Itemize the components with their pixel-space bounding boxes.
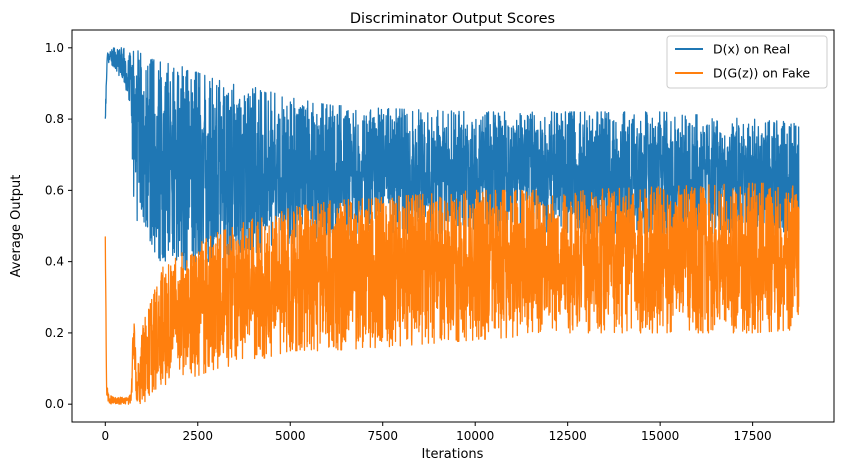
- x-tick-label: 15000: [641, 429, 679, 443]
- y-tick-label: 0.4: [45, 255, 64, 269]
- chart-title: Discriminator Output Scores: [350, 11, 555, 27]
- y-tick-label: 1.0: [45, 41, 64, 55]
- y-axis-label: Average Output: [9, 175, 24, 278]
- x-tick-label: 2500: [182, 429, 213, 443]
- x-tick-label: 12500: [549, 429, 587, 443]
- y-tick-label: 0.6: [45, 183, 64, 197]
- plot-frame: [71, 29, 835, 423]
- series-line-fake: [104, 182, 800, 405]
- series-layer: [104, 47, 800, 405]
- x-tick-label: 5000: [275, 429, 306, 443]
- legend-label-fake: D(G(z)) on Fake: [713, 66, 810, 81]
- x-tick-label: 10000: [456, 429, 494, 443]
- y-axis: 0.0 0.2 0.4 0.6 0.8 1.0: [45, 41, 72, 411]
- x-axis: 0 2500 5000 7500 10000 12500 15000 17500: [101, 422, 772, 443]
- y-tick-label: 0.8: [45, 112, 64, 126]
- legend: D(x) on Real D(G(z)) on Fake: [666, 35, 828, 89]
- x-axis-label: Iterations: [422, 447, 484, 462]
- x-tick-label: 7500: [367, 429, 398, 443]
- legend-label-real: D(x) on Real: [713, 42, 790, 57]
- y-tick-label: 0.2: [45, 326, 64, 340]
- y-tick-label: 0.0: [45, 397, 64, 411]
- x-tick-label: 17500: [734, 429, 772, 443]
- legend-box: [666, 35, 828, 89]
- x-tick-label: 0: [101, 429, 109, 443]
